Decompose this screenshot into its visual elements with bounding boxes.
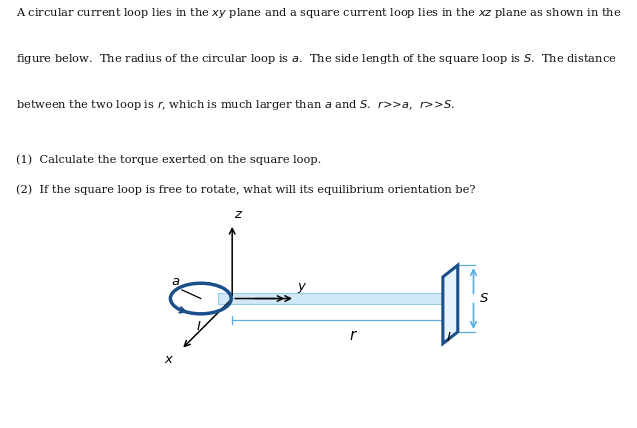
Text: $I$: $I$ — [446, 330, 452, 344]
Text: $z$: $z$ — [234, 208, 243, 221]
Text: $S$: $S$ — [480, 292, 489, 305]
Text: (2)  If the square loop is free to rotate, what will its equilibrium orientation: (2) If the square loop is free to rotate… — [16, 185, 475, 196]
Text: (1)  Calculate the torque exerted on the square loop.: (1) Calculate the torque exerted on the … — [16, 154, 321, 165]
Text: between the two loop is $r$, which is much larger than $a$ and $S$.  $r$>>$a$,  : between the two loop is $r$, which is mu… — [16, 98, 455, 112]
Text: $y$: $y$ — [297, 281, 307, 295]
Polygon shape — [218, 293, 452, 304]
Text: $a$: $a$ — [171, 275, 180, 288]
Text: $r$: $r$ — [349, 329, 359, 343]
Text: figure below.  The radius of the circular loop is $a$.  The side length of the s: figure below. The radius of the circular… — [16, 52, 617, 66]
Text: $I$: $I$ — [196, 320, 202, 333]
Polygon shape — [443, 265, 458, 344]
Text: $x$: $x$ — [164, 354, 174, 366]
Text: A circular current loop lies in the $xy$ plane and a square current loop lies in: A circular current loop lies in the $xy$… — [16, 6, 621, 20]
